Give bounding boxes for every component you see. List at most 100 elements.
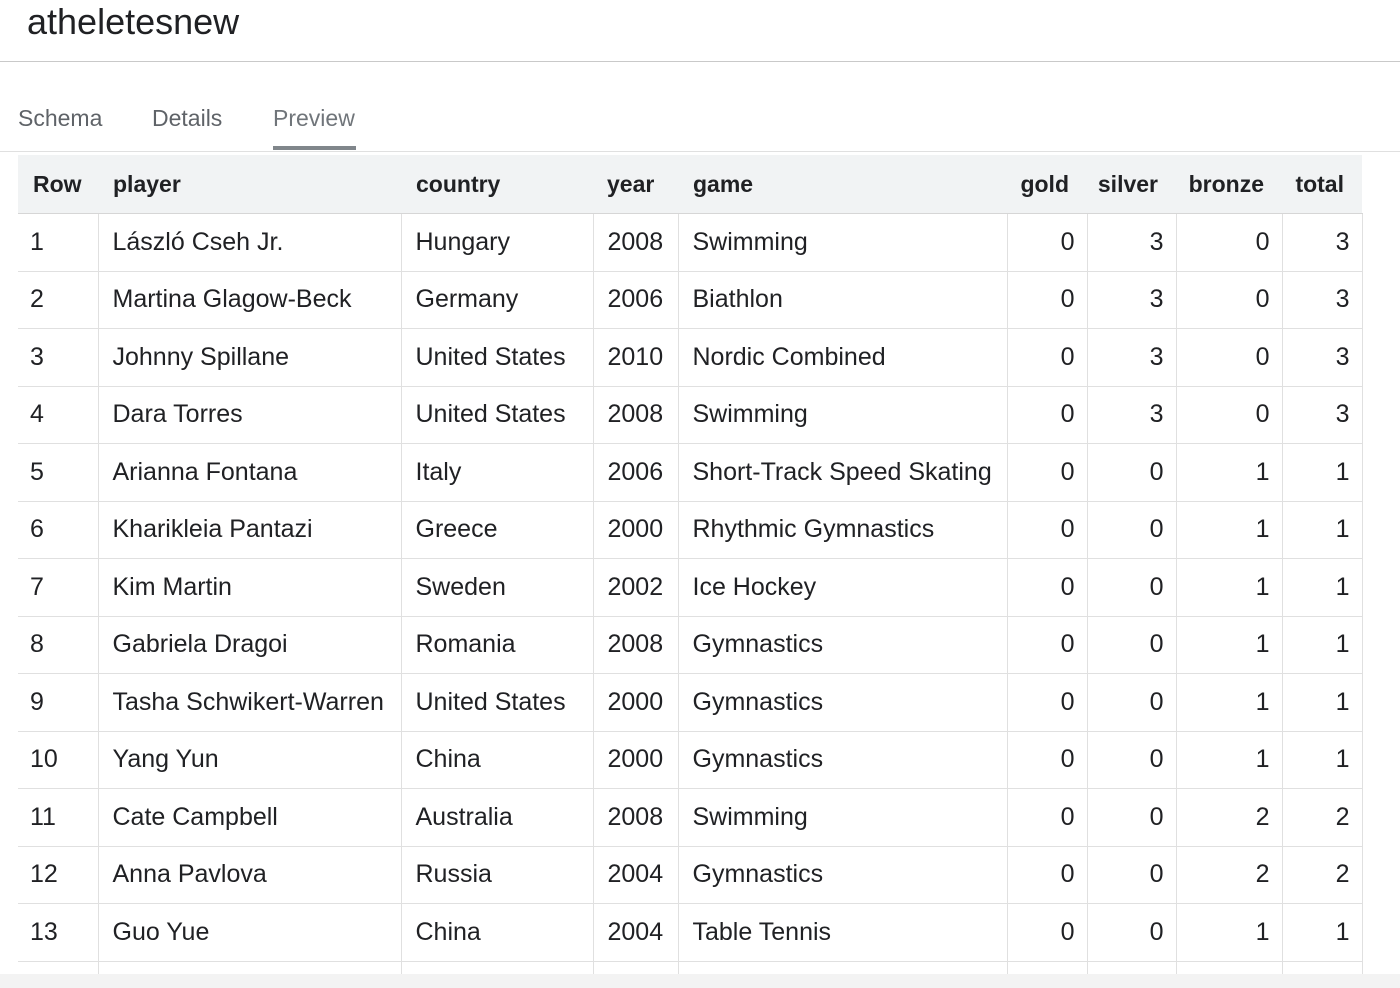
cell-year: 2006 (593, 443, 679, 502)
table-title: atheletesnew (27, 1, 240, 42)
cell-silver: 3 (1087, 271, 1177, 329)
cell-gold: 0 (1007, 213, 1088, 272)
cell-country: Italy (401, 443, 594, 502)
cell-country: Russia (401, 846, 594, 904)
cell-row-number: 5 (18, 443, 99, 502)
cell-gold: 0 (1007, 731, 1088, 789)
cell-game: Ice Hockey (678, 558, 1008, 617)
cell-country: United States (401, 328, 594, 387)
cell-player: Kharikleia Pantazi (98, 501, 402, 559)
cell-silver: 0 (1087, 846, 1177, 904)
cell-game: Biathlon (678, 271, 1008, 329)
cell-game: Swimming (678, 213, 1008, 272)
column-header-player: player (98, 155, 401, 214)
cell-bronze: 1 (1176, 558, 1283, 617)
cell-player: László Cseh Jr. (98, 213, 402, 272)
table-row-partial (18, 961, 1363, 976)
preview-table-container[interactable]: Row player country year game gold silver… (18, 155, 1363, 976)
cell-gold: 0 (1007, 903, 1088, 962)
cell-country: United States (401, 386, 594, 444)
active-tab-indicator (273, 146, 356, 150)
cell-country: Greece (401, 501, 594, 559)
column-header-silver: silver (1087, 155, 1176, 214)
cell-year: 2008 (593, 616, 679, 674)
cell-bronze: 0 (1176, 271, 1283, 329)
cell-country: Sweden (401, 558, 594, 617)
cell-year: 2004 (593, 903, 679, 962)
cell-game: Short-Track Speed Skating (678, 443, 1008, 502)
cell-player: Martina Glagow-Beck (98, 271, 402, 329)
cell-bronze: 2 (1176, 846, 1283, 904)
cell-year: 2006 (593, 271, 679, 329)
title-bar: atheletesnew (0, 0, 1400, 62)
cell-total: 3 (1282, 386, 1363, 444)
cell-year: 2000 (593, 673, 679, 732)
cell-gold: 0 (1007, 443, 1088, 502)
column-header-bronze: bronze (1176, 155, 1282, 214)
cell-player: Dara Torres (98, 386, 402, 444)
column-header-row: Row (18, 155, 98, 214)
cell-total: 2 (1282, 788, 1363, 847)
tab-bar: Schema Details Preview (0, 62, 1400, 152)
cell-game: Gymnastics (678, 616, 1008, 674)
cell-bronze: 0 (1176, 213, 1283, 272)
table-row: 1 László Cseh Jr. Hungary 2008 Swimming 0 3 0 3 (18, 213, 1363, 272)
cell-gold: 0 (1007, 386, 1088, 444)
cell-gold: 0 (1007, 501, 1088, 559)
tab-details[interactable]: Details (152, 105, 223, 131)
cell-game: Table Tennis (678, 903, 1008, 962)
cell-player: Anna Pavlova (98, 846, 402, 904)
cell-silver: 0 (1087, 903, 1177, 962)
tab-preview[interactable]: Preview (273, 105, 355, 131)
cell-country: Romania (401, 616, 594, 674)
cell-bronze: 0 (1176, 386, 1283, 444)
cell-silver: 0 (1087, 443, 1177, 502)
table-row: 9 Tasha Schwikert-Warren United States 2000… (18, 673, 1363, 732)
cell-country: Australia (401, 788, 594, 847)
cell-game: Nordic Combined (678, 328, 1008, 387)
cell-gold: 0 (1007, 558, 1088, 617)
column-header-gold: gold (1007, 155, 1087, 214)
cell-silver: 3 (1087, 386, 1177, 444)
cell-silver: 3 (1087, 213, 1177, 272)
cell-year: 2000 (593, 731, 679, 789)
cell-total: 1 (1282, 443, 1363, 502)
scroll-edge (0, 974, 1400, 988)
cell-game: Gymnastics (678, 731, 1008, 789)
cell-row-number: 12 (18, 846, 99, 904)
cell-silver: 0 (1087, 616, 1177, 674)
cell-bronze: 2 (1176, 788, 1283, 847)
cell-gold: 0 (1007, 328, 1088, 387)
cell-player: Yang Yun (98, 731, 402, 789)
cell-bronze: 1 (1176, 501, 1283, 559)
cell-row-number: 7 (18, 558, 99, 617)
cell-empty (1176, 961, 1283, 976)
cell-game: Gymnastics (678, 846, 1008, 904)
cell-year: 2008 (593, 386, 679, 444)
cell-silver: 3 (1087, 328, 1177, 387)
cell-empty (1007, 961, 1088, 976)
cell-bronze: 0 (1176, 328, 1283, 387)
cell-row-number: 6 (18, 501, 99, 559)
cell-total: 1 (1282, 903, 1363, 962)
cell-empty (98, 961, 402, 976)
cell-total: 3 (1282, 328, 1363, 387)
cell-total: 1 (1282, 558, 1363, 617)
cell-year: 2000 (593, 501, 679, 559)
cell-row-number: 11 (18, 788, 99, 847)
cell-country: United States (401, 673, 594, 732)
cell-row-number: 10 (18, 731, 99, 789)
cell-game: Swimming (678, 788, 1008, 847)
cell-silver: 0 (1087, 501, 1177, 559)
cell-year: 2008 (593, 788, 679, 847)
cell-row-number: 9 (18, 673, 99, 732)
table-row: 10 Yang Yun China 2000 Gymnastics 0 0 1 1 (18, 731, 1363, 789)
cell-empty (1282, 961, 1363, 976)
cell-player: Guo Yue (98, 903, 402, 962)
cell-year: 2010 (593, 328, 679, 387)
cell-gold: 0 (1007, 788, 1088, 847)
cell-total: 1 (1282, 673, 1363, 732)
cell-bronze: 1 (1176, 673, 1283, 732)
table-row: 3 Johnny Spillane United States 2010 Nordic … (18, 328, 1363, 387)
tab-schema[interactable]: Schema (18, 105, 103, 131)
